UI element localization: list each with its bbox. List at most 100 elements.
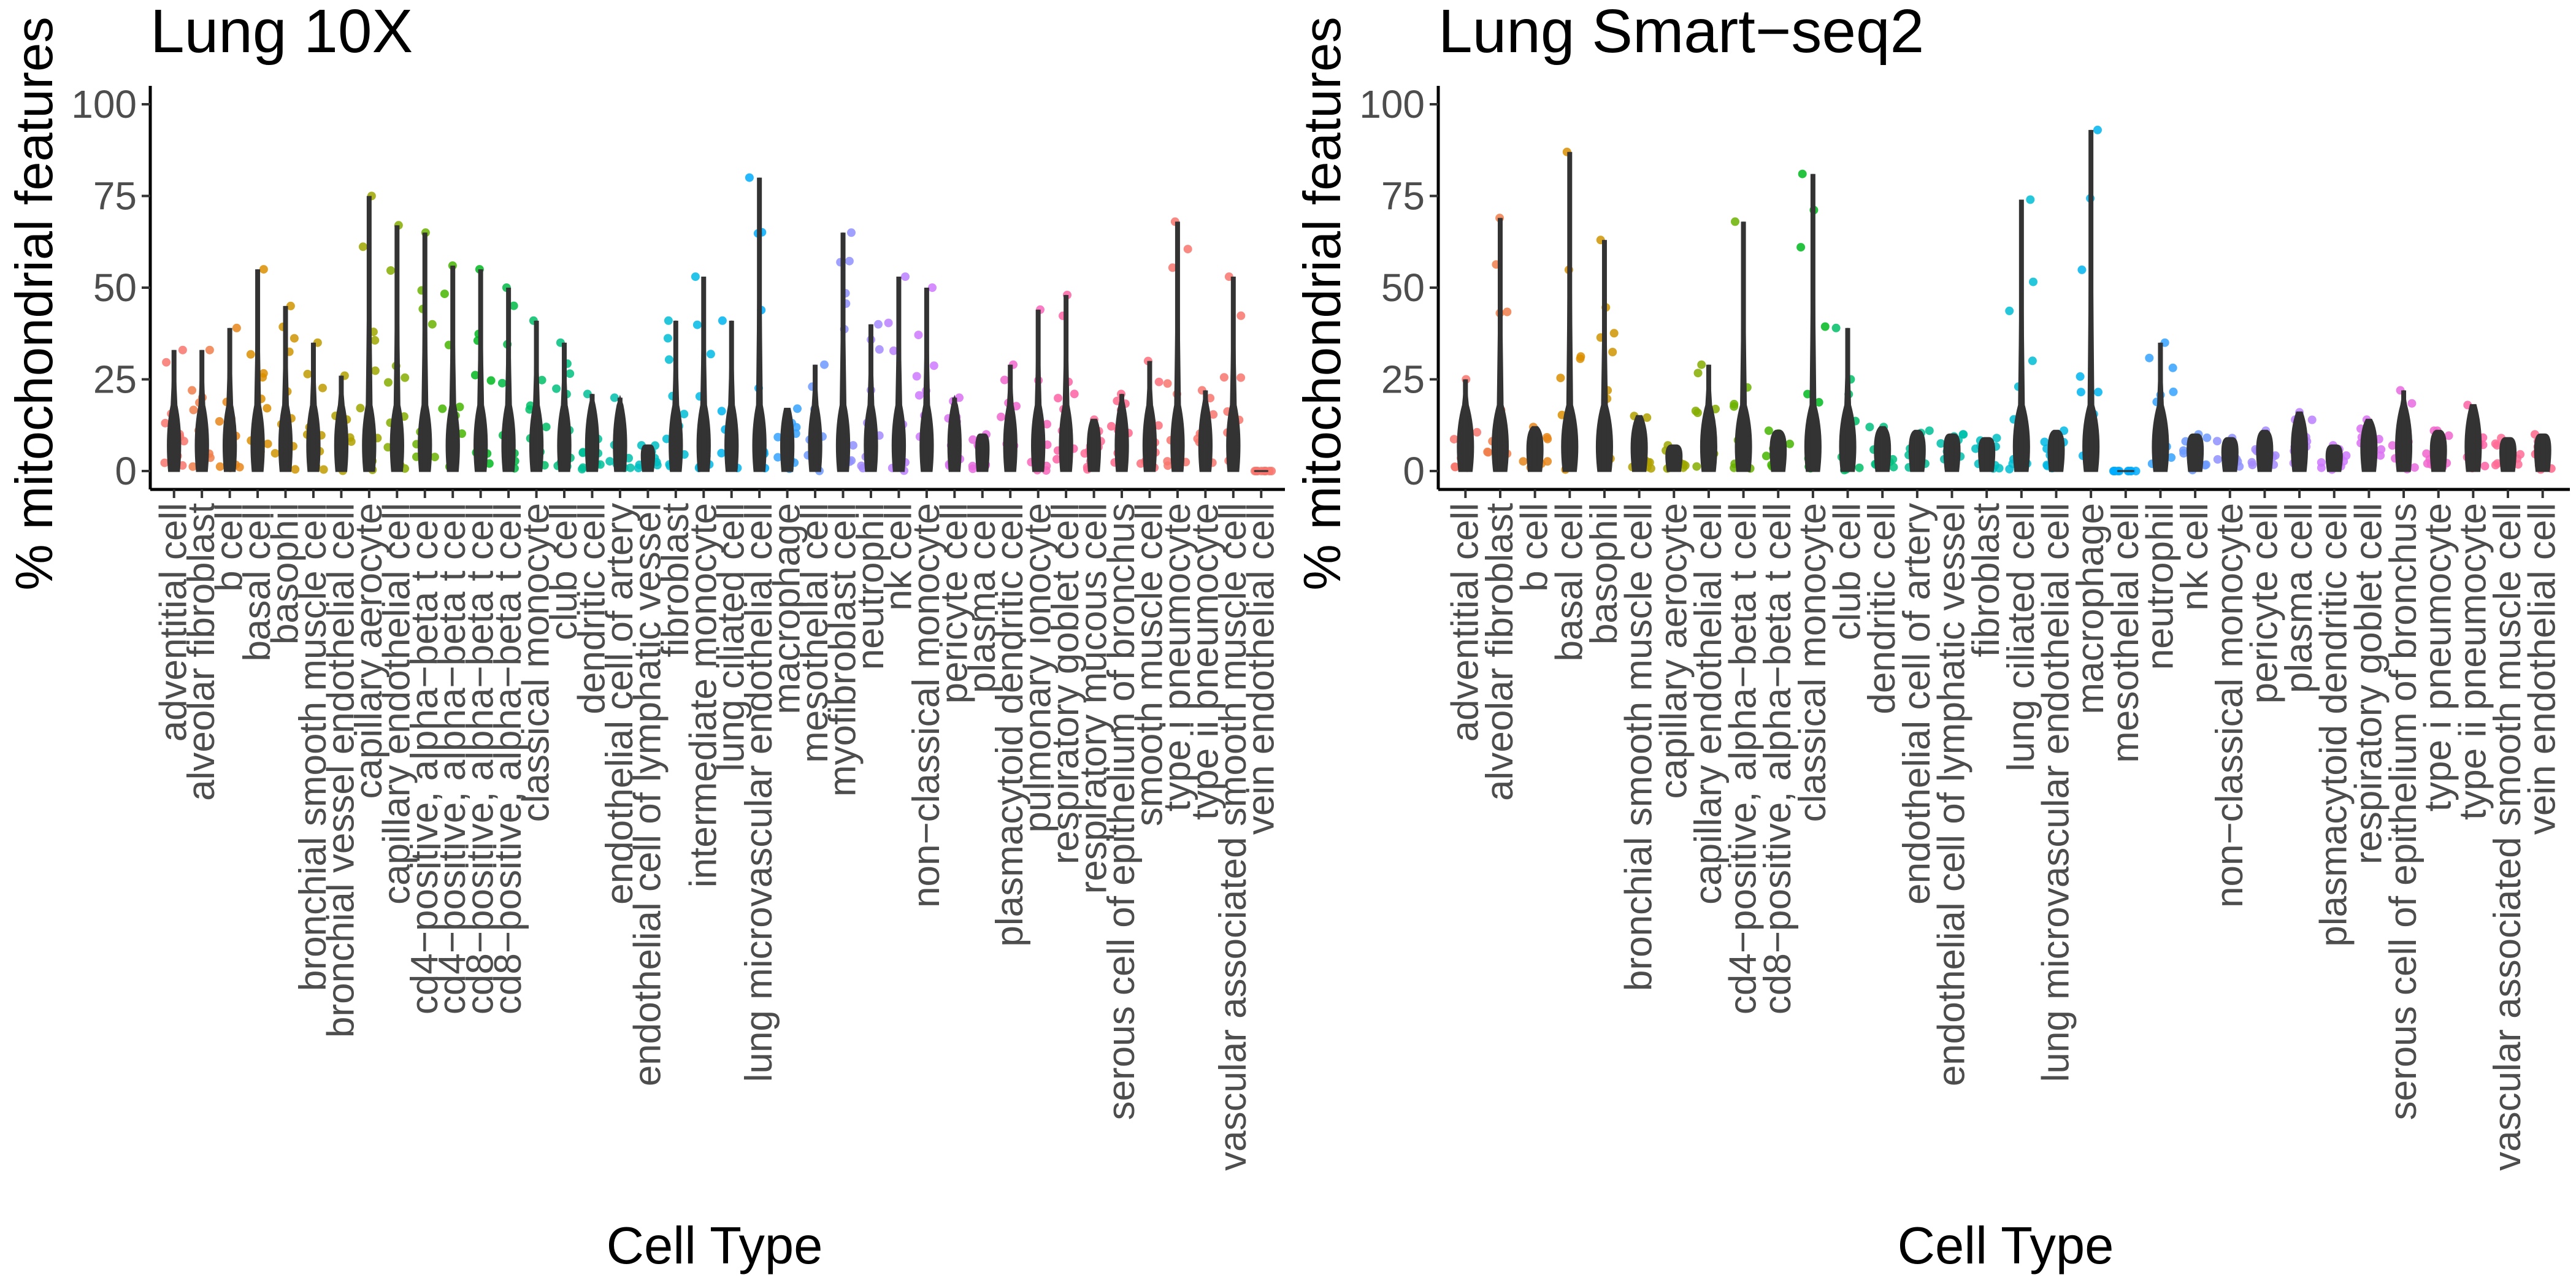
x-tick-label: respiratory goblet cell	[2347, 503, 2390, 864]
data-point	[358, 242, 367, 251]
y-tick-label: 75	[1381, 174, 1425, 218]
data-point	[1473, 427, 1482, 437]
data-point	[884, 318, 893, 328]
data-point	[997, 412, 1006, 421]
data-point	[427, 320, 437, 329]
x-tick-label: cd4−positive, alpha−beta t cell	[431, 503, 473, 1014]
data-point	[270, 449, 280, 458]
x-tick-label: endothelial cell of lymphatic vessel	[1931, 503, 1973, 1086]
data-point	[1219, 373, 1229, 382]
data-point	[2131, 467, 2141, 475]
violin-3	[1556, 147, 1585, 474]
y-tick-label: 50	[93, 266, 137, 310]
x-tick-label: respiratory goblet cell	[1045, 503, 1087, 864]
violin-4	[270, 301, 300, 474]
x-tick-label: cd4−positive, alpha−beta t cell	[404, 503, 446, 1014]
data-point	[205, 345, 214, 355]
violin-20	[717, 316, 742, 472]
data-point	[1451, 462, 1460, 471]
data-point	[2516, 450, 2525, 459]
data-point	[968, 461, 977, 470]
data-point	[773, 453, 783, 462]
data-point	[1519, 457, 1528, 466]
data-point	[303, 369, 312, 378]
data-point	[583, 389, 592, 399]
data-point	[1814, 397, 1823, 407]
x-tick-label: mesothelial cell	[2104, 503, 2147, 763]
data-point	[1043, 420, 1051, 429]
data-point	[1154, 421, 1163, 430]
data-point	[1163, 457, 1172, 466]
data-point	[691, 272, 700, 282]
y-axis-label: % mitochondrial features	[6, 17, 64, 590]
violin-group	[1449, 125, 2556, 475]
violin-18	[2076, 125, 2103, 472]
violin-14	[552, 338, 575, 472]
data-point	[914, 391, 924, 400]
data-point	[1163, 379, 1172, 388]
violin-12	[1865, 423, 1898, 472]
data-point	[1936, 439, 1945, 448]
data-point	[773, 432, 783, 442]
violin-8	[1730, 217, 1755, 473]
x-tick-label: serous cell of epithelium of bronchus	[2382, 503, 2425, 1120]
violin-group	[160, 173, 1276, 475]
x-tick-label: classical monocyte	[515, 503, 558, 822]
x-tick-label: club cell	[543, 503, 585, 640]
violin-21	[2179, 430, 2212, 475]
violin-25	[2317, 441, 2351, 474]
x-tick-label: plasma cell	[2278, 503, 2320, 693]
violin-30	[2491, 434, 2525, 472]
violin-26	[884, 272, 910, 475]
data-point	[1820, 322, 1830, 331]
x-tick-label: macrophage	[766, 503, 808, 715]
data-point	[1183, 245, 1192, 254]
x-tick-label: pericyte cell	[2243, 503, 2285, 703]
data-point	[2201, 460, 2210, 469]
violin-9	[412, 228, 439, 472]
violin-21	[745, 173, 770, 473]
data-point	[2248, 461, 2257, 470]
x-tick-label: capillary endothelial cell	[375, 503, 418, 905]
data-point	[664, 316, 673, 325]
data-point	[2028, 356, 2037, 366]
x-tick-label: nk cell	[877, 503, 919, 611]
violin-22	[773, 404, 802, 473]
data-point	[263, 404, 272, 413]
data-point	[901, 272, 910, 282]
data-point	[525, 405, 534, 414]
violin-20	[2145, 338, 2178, 472]
x-tick-label: capillary endothelial cell	[1687, 503, 1730, 905]
data-point	[1107, 422, 1116, 431]
violin-39	[1250, 467, 1276, 475]
violin-30	[997, 360, 1021, 472]
data-point	[552, 384, 561, 393]
data-point	[605, 457, 615, 466]
violin-29	[2463, 401, 2490, 473]
data-point	[1236, 373, 1246, 382]
violin-18	[662, 316, 689, 472]
data-point	[2167, 453, 2176, 462]
data-point	[1855, 463, 1864, 472]
x-tick-label: lung ciliated cell	[2000, 503, 2042, 772]
violin-24	[2289, 408, 2317, 472]
data-point	[2076, 372, 2085, 381]
data-point	[1798, 169, 1807, 178]
x-tick-label: intermediate monocyte	[682, 503, 724, 887]
x-tick-label: capillary aerocyte	[1652, 503, 1695, 799]
data-point	[1206, 394, 1215, 403]
violin-15	[578, 389, 605, 473]
x-tick-label: non−classical monocyte	[905, 503, 948, 908]
violin-13	[1904, 426, 1934, 472]
violin-35	[1136, 356, 1163, 472]
data-point	[178, 345, 187, 355]
violin-26	[2356, 415, 2386, 472]
violin-38	[1219, 272, 1246, 472]
violin-19	[2109, 467, 2141, 475]
x-tick-label: cd8−positive, alpha−beta t cell	[1757, 503, 1799, 1014]
data-point	[706, 350, 715, 359]
x-tick-label: macrophage	[2069, 503, 2112, 715]
violin-28	[2422, 426, 2453, 472]
data-point	[565, 369, 575, 378]
